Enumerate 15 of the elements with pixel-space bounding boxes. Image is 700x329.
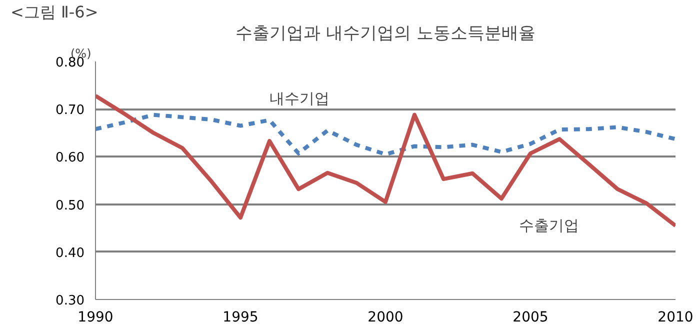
x-tick-label: 2000 [368,310,404,326]
series-label: 수출기업 [518,216,579,235]
text: <그림 Ⅱ-6> [10,2,98,22]
x-tick-label: 2010 [658,310,694,326]
line-series [96,112,676,156]
y-tick-label: 0.70 [56,103,85,118]
y-tick-label: 0.50 [56,198,85,214]
y-tick-label: 0.30 [56,294,85,308]
series-label: 내수기업 [270,90,330,108]
chart-title: 수출기업과 내수기업의 노동소득분배율 [236,24,536,44]
x-tick-label: 2005 [512,310,548,326]
x-tick-label: 1990 [78,310,114,326]
y-tick-label: 0.60 [56,150,85,166]
y-tick-label: 0.40 [56,246,85,261]
x-tick-label: 1995 [222,310,258,326]
